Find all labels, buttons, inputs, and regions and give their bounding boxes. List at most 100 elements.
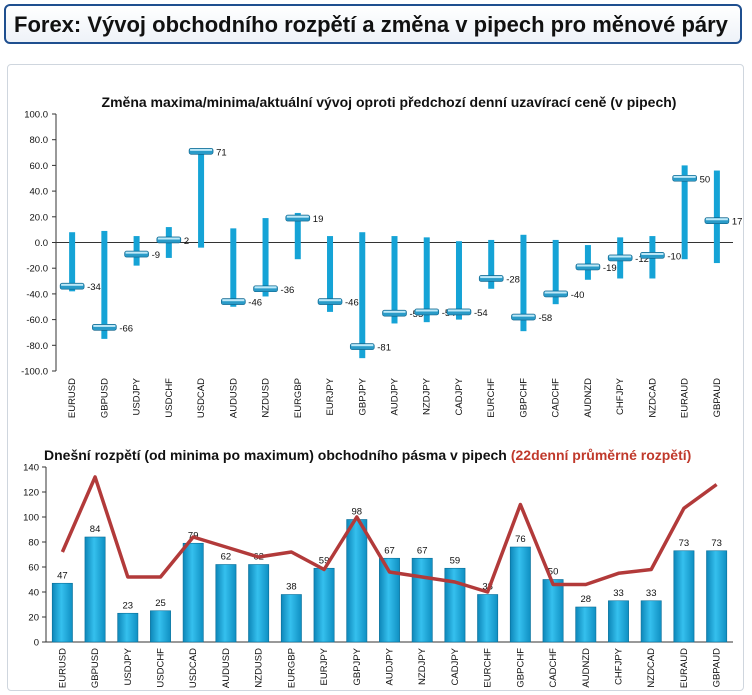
chart1-current-marker-shine <box>705 218 728 221</box>
chart1-range-bar <box>359 232 366 359</box>
chart2-category-label: USDJPY <box>123 647 134 685</box>
chart1-data-label: -28 <box>506 274 520 285</box>
chart2-category-label: USDCAD <box>188 648 199 688</box>
chart2-data-label: 76 <box>515 534 526 545</box>
chart2-data-label: 23 <box>122 600 133 611</box>
chart2-data-label: 62 <box>221 552 232 563</box>
chart1-data-label: -54 <box>474 308 488 319</box>
chart2-category-label: GBPUSD <box>90 648 101 688</box>
chart1-current-marker-shine <box>512 314 535 317</box>
chart1-ytick-label: 100.0 <box>24 110 48 121</box>
chart2-bar <box>706 550 728 643</box>
chart1-category-label: CADCHF <box>551 378 562 418</box>
chart1-category-label: NZDCAD <box>647 378 658 418</box>
chart2-category-label: NZDCAD <box>646 648 657 688</box>
chart1-category-label: AUDJPY <box>390 377 401 415</box>
chart1-category-label: AUDUSD <box>228 378 239 418</box>
chart1-current-marker-shine <box>286 215 309 218</box>
chart2-category-label: EURUSD <box>57 648 68 688</box>
chart1-range-bar <box>552 239 559 305</box>
chart2-data-label: 47 <box>57 570 68 581</box>
chart2-bar <box>117 612 139 643</box>
chart2-category-label: NZDJPY <box>417 647 428 685</box>
chart1-ytick-label: 0.0 <box>35 238 48 249</box>
chart2-data-label: 98 <box>351 507 362 518</box>
chart2-bar <box>509 546 531 643</box>
chart1-ytick-label: -60.0 <box>26 315 48 326</box>
chart1-category-label: EURUSD <box>67 378 78 418</box>
chart1-category-label: EURAUD <box>680 378 691 418</box>
chart2-data-label: 59 <box>450 555 461 566</box>
chart2-title-main: Dnešní rozpětí (od minima po maximum) ob… <box>44 447 507 463</box>
chart2-ytick-label: 0 <box>34 638 39 649</box>
chart1-data-label: 17 <box>732 217 743 228</box>
chart1-range-bar <box>262 218 269 297</box>
chart2-data-label: 67 <box>384 545 395 556</box>
chart1-range-bar <box>584 245 591 280</box>
chart2-data-label: 38 <box>286 582 297 593</box>
chart1-data-label: -10 <box>667 251 681 262</box>
chart1-current-marker-shine <box>641 252 664 255</box>
page-title: Forex: Vývoj obchodního rozpětí a změna … <box>14 12 728 37</box>
chart2-bar <box>346 519 368 643</box>
chart2-avg-range-line <box>60 475 718 594</box>
chart1-data-label: -46 <box>345 298 359 309</box>
chart2-data-label: 73 <box>679 538 690 549</box>
chart1-current-marker-shine <box>157 237 180 240</box>
chart1-data-label: -19 <box>603 263 617 274</box>
chart2-bar <box>411 557 433 643</box>
chart1-current-marker-shine <box>93 324 116 327</box>
chart1-ytick-label: 40.0 <box>30 187 49 198</box>
chart2-bar <box>215 564 237 643</box>
chart2-bar <box>542 579 564 643</box>
chart1-category-label: GBPUSD <box>99 378 110 418</box>
chart1-data-label: 50 <box>700 174 711 185</box>
chart1-data-label: -40 <box>571 290 585 301</box>
chart2-bar <box>444 567 466 643</box>
chart1-data-label: -58 <box>538 313 552 324</box>
chart2-category-label: EURJPY <box>319 647 330 685</box>
chart1-ytick-label: -80.0 <box>26 341 48 352</box>
chart2-ytick-label: 140 <box>23 463 39 474</box>
chart2-ytick-label: 60 <box>28 563 39 574</box>
chart1-data-label: -9 <box>152 250 160 261</box>
chart1-range-bar <box>520 234 527 332</box>
chart2-category-label: GBPCHF <box>515 648 526 688</box>
chart2-ytick-label: 80 <box>28 538 39 549</box>
chart1-current-marker-shine <box>254 286 277 289</box>
chart2-category-label: AUDUSD <box>221 648 232 688</box>
chart1-current-marker-shine <box>125 251 148 254</box>
chart1-range-bar <box>294 212 301 260</box>
chart1-category-label: GBPJPY <box>357 377 368 415</box>
chart1-range-bar <box>101 230 108 339</box>
chart2-bar <box>280 594 302 643</box>
chart1-ytick-label: 80.0 <box>30 135 49 146</box>
chart1-category-label: EURJPY <box>325 377 336 415</box>
chart1-category-label: EURCHF <box>486 378 497 418</box>
chart1-ytick-label: -100.0 <box>21 367 48 378</box>
chart1-category-label: USDCAD <box>196 378 207 418</box>
chart1-range-bar <box>230 228 237 307</box>
chart1-category-label: USDCHF <box>164 378 175 418</box>
chart1-category-label: CADJPY <box>454 377 465 415</box>
chart1: 100.0 80.0 60.0 40.0 20.0 0.0 -20.0 -40.0 -60.0 -… <box>21 110 742 419</box>
chart2-category-label: EURCHF <box>483 648 494 688</box>
chart2-bar <box>640 600 662 643</box>
chart2-ytick-label: 20 <box>28 613 39 624</box>
chart1-category-label: NZDJPY <box>422 377 433 415</box>
chart1-data-label: -36 <box>281 285 295 296</box>
chart2-title-suffix: (22denní průměrné rozpětí) <box>511 447 691 463</box>
chart2-category-label: AUDNZD <box>581 648 592 688</box>
chart1-category-label: AUDNZD <box>583 378 594 418</box>
chart1-range-bar <box>488 239 495 289</box>
chart2-bar <box>182 542 204 643</box>
chart2-bar <box>673 550 695 643</box>
chart1-current-marker-shine <box>415 309 438 312</box>
chart1-data-label: -12 <box>635 254 649 265</box>
chart1-title: Změna maxima/minima/aktuální vývoj oprot… <box>102 94 677 110</box>
chart2-bar <box>575 606 597 643</box>
chart1-category-label: EURGBP <box>293 378 304 418</box>
chart1-range-bar <box>713 170 720 264</box>
chart2-bar <box>313 567 335 643</box>
